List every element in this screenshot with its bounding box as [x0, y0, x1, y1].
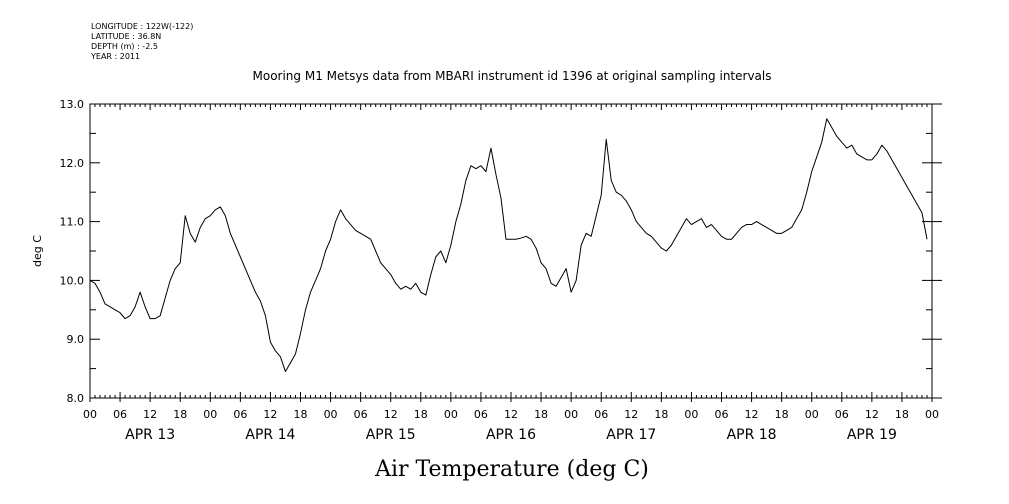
- x-tick-label: 12: [504, 408, 518, 421]
- day-label: APR 16: [486, 427, 536, 443]
- x-tick-label: 00: [925, 408, 939, 421]
- day-label: APR 14: [245, 427, 295, 443]
- y-tick-label: 9.0: [67, 333, 85, 346]
- y-tick-label: 8.0: [67, 392, 85, 405]
- x-tick-label: 18: [294, 408, 308, 421]
- x-tick-label: 18: [775, 408, 789, 421]
- x-tick-label: 18: [534, 408, 548, 421]
- x-tick-label: 00: [83, 408, 97, 421]
- x-tick-label: 06: [715, 408, 729, 421]
- x-tick-label: 18: [654, 408, 668, 421]
- x-tick-label: 06: [233, 408, 247, 421]
- year-text: YEAR : 2011: [91, 52, 141, 61]
- series-line: [89, 118, 928, 373]
- x-tick-label: 06: [594, 408, 608, 421]
- y-tick-label: 13.0: [60, 98, 85, 111]
- x-tick-label: 18: [173, 408, 187, 421]
- y-tick-label: 11.0: [60, 216, 85, 229]
- x-tick-label: 12: [263, 408, 277, 421]
- day-label: APR 18: [727, 427, 777, 443]
- series-layer: [89, 118, 928, 373]
- x-tick-label: 12: [384, 408, 398, 421]
- x-tick-label: 00: [444, 408, 458, 421]
- day-label: APR 17: [606, 427, 656, 443]
- day-label: APR 13: [125, 427, 175, 443]
- chart-title: Mooring M1 Metsys data from MBARI instru…: [253, 69, 772, 83]
- x-axis-label: Air Temperature (deg C): [374, 457, 649, 482]
- longitude-text: LONGITUDE : 122W(-122): [91, 22, 194, 31]
- day-label: APR 15: [366, 427, 416, 443]
- latitude-text: LATITUDE : 36.8N: [91, 32, 162, 41]
- x-tick-label: 06: [354, 408, 368, 421]
- x-tick-label: 00: [324, 408, 338, 421]
- x-tick-label: 00: [684, 408, 698, 421]
- x-tick-label: 06: [474, 408, 488, 421]
- x-tick-label: 00: [805, 408, 819, 421]
- x-tick-label: 06: [113, 408, 127, 421]
- x-tick-label: 18: [414, 408, 428, 421]
- x-tick-label: 12: [745, 408, 759, 421]
- y-axis-label: deg C: [31, 235, 44, 267]
- plot-frame: [89, 103, 933, 399]
- depth-text: DEPTH (m) : -2.5: [91, 42, 158, 51]
- x-tick-label: 00: [564, 408, 578, 421]
- day-label: APR 19: [847, 427, 897, 443]
- y-tick-label: 10.0: [60, 274, 85, 287]
- x-tick-label: 12: [143, 408, 157, 421]
- x-tick-label: 18: [895, 408, 909, 421]
- x-tick-label: 06: [835, 408, 849, 421]
- metadata-block: LONGITUDE : 122W(-122) LATITUDE : 36.8N …: [91, 22, 193, 62]
- x-tick-label: 12: [865, 408, 879, 421]
- x-tick-label: 00: [203, 408, 217, 421]
- ticks: [89, 103, 942, 402]
- y-tick-label: 12.0: [60, 157, 85, 170]
- tick-labels: 00 06 12 18 00 06 12 18 00 06 12 18 00 06 12 18 00 06 12 18…: [60, 98, 940, 443]
- x-tick-label: 12: [624, 408, 638, 421]
